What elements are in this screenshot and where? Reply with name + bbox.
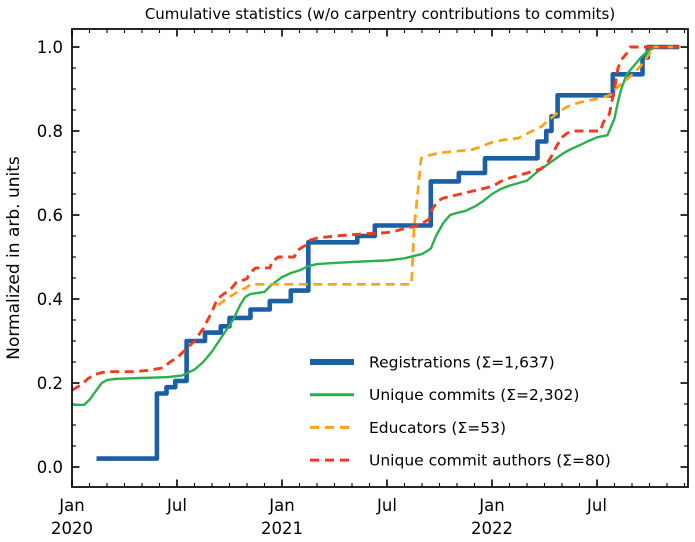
y-tick-label: 0.4 bbox=[37, 290, 63, 309]
y-tick-label: 0.8 bbox=[37, 122, 63, 141]
legend: Registrations (Σ=1,637) Unique commits (Σ… bbox=[310, 354, 611, 470]
series-registrations-line bbox=[96, 44, 680, 461]
x-tick-label: Jul bbox=[586, 496, 607, 515]
y-axis-label: Normalized in arb. units bbox=[4, 156, 24, 360]
x-tick-label: Jan bbox=[268, 496, 294, 515]
x-tick-label: Jul bbox=[376, 496, 397, 515]
legend-item-educators: Educators (Σ=53) bbox=[310, 419, 506, 437]
x-tick-label: Jul bbox=[166, 496, 187, 515]
legend-label-unique-commits: Unique commits (Σ=2,302) bbox=[369, 386, 579, 404]
y-tick-label: 0.2 bbox=[37, 374, 63, 393]
series-educators-line bbox=[217, 45, 680, 307]
legend-item-unique-commits: Unique commits (Σ=2,302) bbox=[310, 386, 579, 404]
x-tick-year-label: 2020 bbox=[51, 519, 93, 538]
legend-label-unique-commit-authors: Unique commit authors (Σ=80) bbox=[369, 452, 611, 470]
legend-label-educators: Educators (Σ=53) bbox=[369, 419, 506, 437]
x-tick-label: Jan bbox=[478, 496, 504, 515]
y-tick-label: 0.0 bbox=[37, 458, 63, 477]
y-tick-label: 1.0 bbox=[37, 38, 63, 57]
plot-border bbox=[71, 28, 689, 488]
series-unique-commits-line bbox=[72, 45, 680, 406]
legend-item-registrations: Registrations (Σ=1,637) bbox=[310, 354, 555, 372]
y-axis: 0.0 0.2 0.4 0.6 0.8 1.0 bbox=[37, 38, 688, 477]
x-tick-year-label: 2022 bbox=[471, 519, 513, 538]
y-tick-label: 0.6 bbox=[37, 206, 63, 225]
series-lines bbox=[71, 44, 680, 461]
x-tick-label: Jan bbox=[58, 496, 84, 515]
legend-label-registrations: Registrations (Σ=1,637) bbox=[369, 354, 555, 372]
chart-title: Cumulative statistics (w/o carpentry con… bbox=[145, 5, 615, 23]
legend-item-unique-commit-authors: Unique commit authors (Σ=80) bbox=[310, 452, 611, 470]
series-unique-commit-authors-line bbox=[71, 45, 680, 392]
x-tick-year-label: 2021 bbox=[261, 519, 303, 538]
x-axis: Jan 2020 Jul Jan 2021 Jul Jan 2022 Jul bbox=[51, 29, 607, 538]
